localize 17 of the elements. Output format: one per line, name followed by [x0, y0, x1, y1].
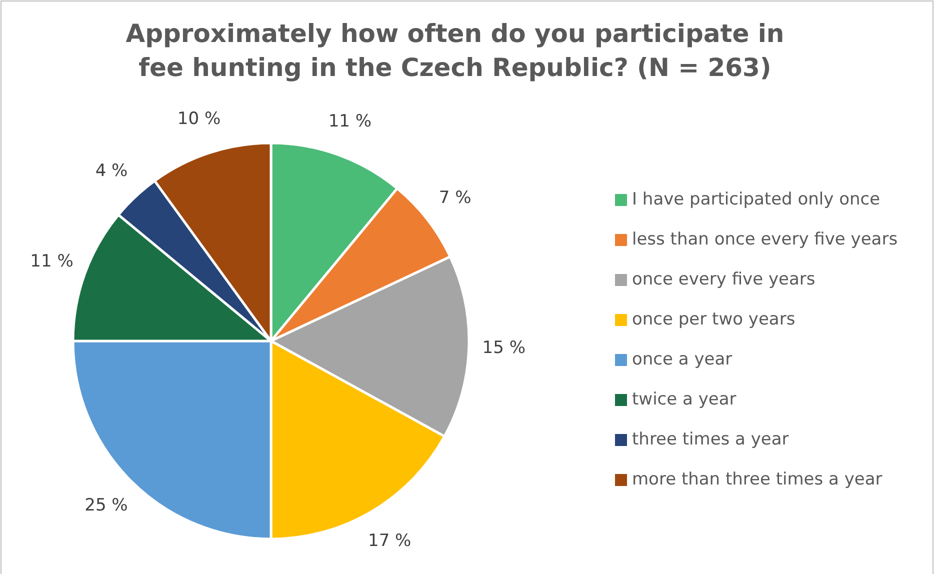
data-label: 10 % [177, 109, 221, 130]
data-label: 4 % [95, 160, 128, 181]
data-label: 7 % [438, 188, 472, 208]
data-label: 25 % [84, 495, 128, 516]
data-label: 11 % [328, 111, 372, 132]
legend-label: more than three times a year [632, 470, 882, 490]
legend-label: I have participated only once [632, 190, 880, 210]
legend-label: once a year [632, 350, 732, 370]
legend-label: once every five years [632, 270, 816, 290]
legend-label: less than once every five years [632, 230, 898, 250]
legend-label: three times a year [632, 430, 789, 450]
data-label: 11 % [30, 252, 74, 272]
data-label: 17 % [368, 531, 412, 552]
chart-title: Approximately how often do you participate in fee hunting in the Czech Republic? (N = 263) [126, 19, 784, 82]
legend-label: once per two years [632, 310, 796, 330]
data-label: 15 % [482, 338, 526, 358]
legend-label: twice a year [632, 390, 736, 410]
